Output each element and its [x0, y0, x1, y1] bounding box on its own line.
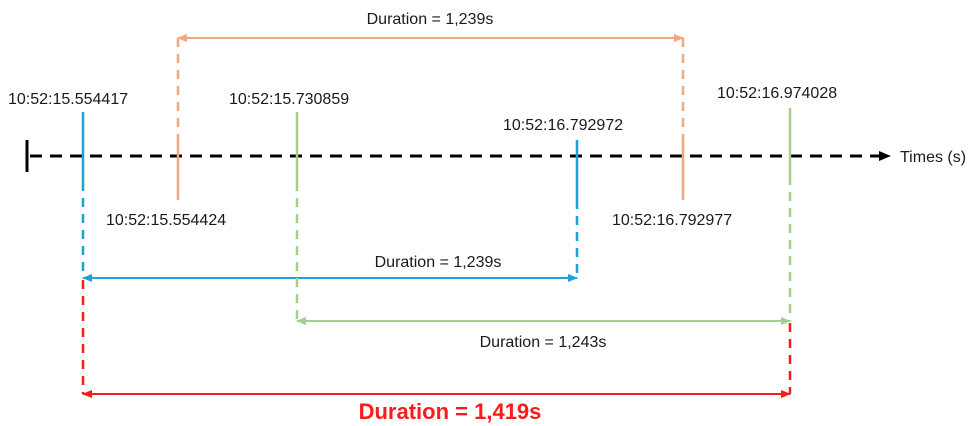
- timestamp-orange-end: 10:52:16.792977: [612, 212, 732, 229]
- blue-duration-label: Duration = 1,239s: [375, 254, 502, 271]
- timestamp-orange-start: 10:52:15.554424: [106, 212, 226, 229]
- timestamp-green-start: 10:52:15.730859: [229, 91, 349, 108]
- timestamp-blue-end: 10:52:16.792972: [503, 117, 623, 134]
- total-duration-label: Duration = 1,419s: [359, 399, 542, 424]
- timestamp-blue-start: 10:52:15.554417: [8, 91, 128, 108]
- timestamp-green-end: 10:52:16.974028: [717, 85, 837, 102]
- green-duration-label: Duration = 1,243s: [480, 334, 607, 351]
- orange-duration-label: Duration = 1,239s: [367, 11, 494, 28]
- axis-label: Times (s): [900, 149, 966, 166]
